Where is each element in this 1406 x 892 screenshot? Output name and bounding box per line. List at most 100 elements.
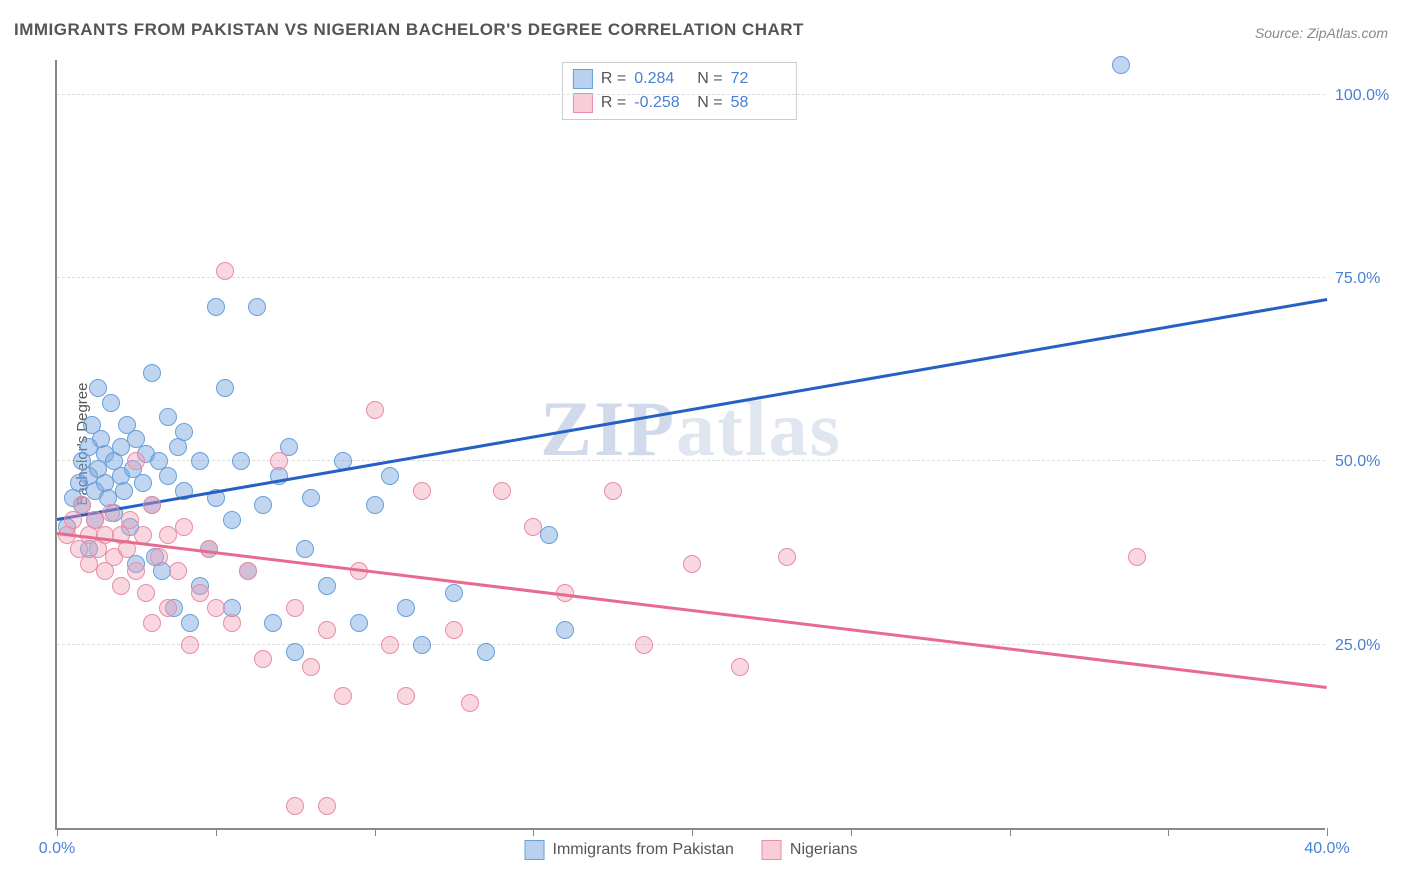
data-point xyxy=(150,548,168,566)
data-point xyxy=(223,614,241,632)
x-tick xyxy=(533,828,534,836)
data-point xyxy=(115,482,133,500)
x-tick-label: 40.0% xyxy=(1304,840,1349,858)
data-point xyxy=(270,452,288,470)
data-point xyxy=(159,408,177,426)
y-tick-label: 75.0% xyxy=(1335,270,1405,288)
data-point xyxy=(121,511,139,529)
trend-line xyxy=(57,298,1327,520)
data-point xyxy=(175,518,193,536)
data-point xyxy=(89,379,107,397)
data-point xyxy=(143,496,161,514)
n-label: N = xyxy=(697,94,722,112)
data-point xyxy=(169,562,187,580)
chart-title: IMMIGRANTS FROM PAKISTAN VS NIGERIAN BAC… xyxy=(14,20,804,40)
data-point xyxy=(445,621,463,639)
data-point xyxy=(731,658,749,676)
data-point xyxy=(286,599,304,617)
correlation-legend: R = 0.284 N = 72 R = -0.258 N = 58 xyxy=(562,62,797,120)
data-point xyxy=(143,364,161,382)
swatch-icon xyxy=(525,840,545,860)
data-point xyxy=(216,379,234,397)
data-point xyxy=(296,540,314,558)
r-label: R = xyxy=(601,94,626,112)
data-point xyxy=(264,614,282,632)
grid-line xyxy=(57,644,1325,645)
x-tick-label: 0.0% xyxy=(39,840,75,858)
data-point xyxy=(318,577,336,595)
r-label: R = xyxy=(601,70,626,88)
x-tick xyxy=(851,828,852,836)
data-point xyxy=(334,687,352,705)
data-point xyxy=(302,658,320,676)
legend-item-nigerian: Nigerians xyxy=(762,840,858,860)
source-prefix: Source: xyxy=(1255,25,1307,41)
y-tick-label: 50.0% xyxy=(1335,453,1405,471)
data-point xyxy=(1112,56,1130,74)
x-tick xyxy=(375,828,376,836)
data-point xyxy=(413,636,431,654)
data-point xyxy=(366,401,384,419)
legend-row-pakistan: R = 0.284 N = 72 xyxy=(573,67,786,91)
data-point xyxy=(683,555,701,573)
data-point xyxy=(286,797,304,815)
data-point xyxy=(254,496,272,514)
data-point xyxy=(366,496,384,514)
data-point xyxy=(112,577,130,595)
y-tick-label: 100.0% xyxy=(1335,87,1405,105)
data-point xyxy=(1128,548,1146,566)
data-point xyxy=(381,636,399,654)
n-value: 58 xyxy=(731,94,786,112)
data-point xyxy=(254,650,272,668)
data-point xyxy=(181,614,199,632)
series-legend: Immigrants from Pakistan Nigerians xyxy=(525,840,858,860)
data-point xyxy=(493,482,511,500)
data-point xyxy=(127,452,145,470)
data-point xyxy=(159,599,177,617)
data-point xyxy=(524,518,542,536)
r-value: 0.284 xyxy=(634,70,689,88)
grid-line xyxy=(57,277,1325,278)
x-tick xyxy=(1168,828,1169,836)
swatch-icon xyxy=(573,69,593,89)
data-point xyxy=(318,621,336,639)
data-point xyxy=(127,562,145,580)
data-point xyxy=(461,694,479,712)
data-point xyxy=(350,614,368,632)
data-point xyxy=(397,687,415,705)
data-point xyxy=(223,511,241,529)
data-point xyxy=(175,423,193,441)
data-point xyxy=(137,584,155,602)
data-point xyxy=(397,599,415,617)
swatch-icon xyxy=(573,93,593,113)
data-point xyxy=(445,584,463,602)
watermark-zip: ZIP xyxy=(540,385,676,472)
data-point xyxy=(604,482,622,500)
x-tick xyxy=(1327,828,1328,836)
data-point xyxy=(102,394,120,412)
x-tick xyxy=(216,828,217,836)
data-point xyxy=(239,562,257,580)
data-point xyxy=(248,298,266,316)
swatch-icon xyxy=(762,840,782,860)
legend-item-pakistan: Immigrants from Pakistan xyxy=(525,840,734,860)
r-value: -0.258 xyxy=(634,94,689,112)
data-point xyxy=(286,643,304,661)
n-value: 72 xyxy=(731,70,786,88)
legend-label: Nigerians xyxy=(790,841,858,859)
data-point xyxy=(413,482,431,500)
data-point xyxy=(207,599,225,617)
data-point xyxy=(102,504,120,522)
y-tick-label: 25.0% xyxy=(1335,637,1405,655)
x-tick xyxy=(692,828,693,836)
data-point xyxy=(207,298,225,316)
data-point xyxy=(381,467,399,485)
n-label: N = xyxy=(697,70,722,88)
data-point xyxy=(318,797,336,815)
data-point xyxy=(477,643,495,661)
data-point xyxy=(556,621,574,639)
data-point xyxy=(216,262,234,280)
x-tick xyxy=(1010,828,1011,836)
data-point xyxy=(159,467,177,485)
x-tick xyxy=(57,828,58,836)
